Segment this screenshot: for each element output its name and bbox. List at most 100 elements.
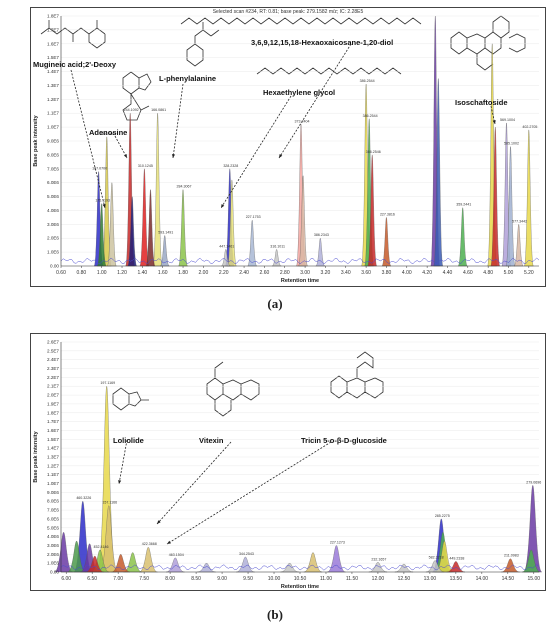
peak-mz-label: 244.1092 [124, 108, 139, 112]
y-tick-label: 1.3E7 [47, 455, 59, 460]
y-tick-label: 0.00 [50, 570, 59, 575]
x-tick-label: 6.00 [61, 576, 71, 582]
structure-adenosine [122, 71, 152, 121]
peak-mz-label: 227.3816 [380, 212, 395, 216]
chromatogram-peak [160, 235, 170, 267]
peak-mz-label: 310.1245 [138, 164, 153, 168]
x-tick-label: 2.40 [239, 270, 249, 276]
panel-label-b: (b) [267, 607, 283, 622]
baseline-trace [60, 257, 540, 265]
chromatogram-peak [513, 224, 524, 267]
chromatogram-peak [236, 556, 255, 573]
chromatogram-peak [139, 547, 158, 573]
x-tick-label: 10.00 [268, 576, 281, 582]
x-tick-label: 1.60 [158, 270, 168, 276]
chromatogram-peak [522, 549, 541, 573]
y-tick-label: 2.6E7 [47, 340, 59, 345]
structure-tricin-glucoside [330, 351, 384, 399]
y-tick-label: 1.4E7 [47, 69, 59, 74]
peak-mz-label: 359.2441 [456, 203, 471, 207]
y-tick-label: 1.2E7 [47, 463, 59, 468]
arrow-head [171, 154, 176, 158]
peak-mz-label: 452.4146 [93, 545, 108, 549]
y-tick-label: 1.5E7 [47, 55, 59, 60]
y-tick-label: 4.0E6 [47, 208, 59, 213]
chromatogram-peak [435, 540, 454, 573]
peak-mz-label: 175.1193 [95, 199, 110, 203]
chromatogram-peak [197, 563, 216, 573]
chromatogram-peak [394, 563, 414, 573]
x-tick-label: 10.50 [294, 576, 307, 582]
annotation-arrow [114, 135, 128, 159]
chromatogram-panel-a: Selected scan #234, RT: 0.81; base peak:… [30, 7, 546, 287]
peak-mz-label: 447.3461 [219, 244, 234, 248]
x-tick-label: 12.00 [372, 576, 385, 582]
chromatogram-peak [524, 129, 534, 267]
peak-mz-label: 166.0861 [151, 108, 166, 112]
y-tick-label: 1.7E7 [47, 27, 59, 32]
chromatogram-peak [145, 189, 156, 267]
chromatogram-panel-b: 197.1169 279.0696 460.3226 157.1166 285.2275… [30, 333, 546, 591]
y-tick-label: 6.0E6 [47, 516, 59, 521]
x-tick-label: 4.00 [402, 270, 412, 276]
chromatogram-peak [367, 154, 377, 267]
arrow-head [157, 520, 161, 524]
x-tick-label: 6.50 [87, 576, 97, 582]
chromatogram-peak [85, 555, 104, 573]
x-tick-label: 8.50 [191, 576, 201, 582]
chromatogram-peak [298, 175, 308, 267]
chromatogram-peak [123, 552, 142, 573]
annotation-loliolide: Loliolide [113, 436, 144, 445]
peak-mz-label: 585.1002 [504, 142, 519, 146]
y-tick-label: 5.0E6 [47, 194, 59, 199]
peak-mz-label: 316.1011 [270, 244, 285, 248]
y-tick-label: 3.0E6 [47, 222, 59, 227]
peak-mz-label: 402.2705 [522, 125, 537, 129]
x-tick-label: 4.60 [463, 270, 473, 276]
chromatogram-peak [152, 113, 163, 267]
y-tick-label: 1.5E7 [47, 437, 59, 442]
x-tick-label: 9.00 [217, 576, 227, 582]
annotation-arrow [118, 439, 128, 485]
x-tick-label: 0.60 [56, 270, 66, 276]
y-tick-label: 2.0E6 [47, 236, 59, 241]
x-tick-label: 2.60 [260, 270, 270, 276]
peak-mz-label: 386.2544 [360, 79, 375, 83]
structure-mugineic-acid [40, 20, 106, 49]
x-tick-label: 14.50 [502, 576, 515, 582]
arrow-head [123, 154, 127, 158]
panel-label-a: (a) [267, 296, 283, 311]
chromatogram-b-plot: 197.1169 279.0696 460.3226 157.1166 285.2275… [33, 340, 543, 590]
x-tick-label: 3.80 [382, 270, 392, 276]
x-tick-label: 9.50 [243, 576, 253, 582]
x-tick-label: 13.50 [450, 576, 463, 582]
x-tick-label: 3.40 [341, 270, 351, 276]
peak-mz-label: 157.1166 [102, 501, 117, 505]
structure-hexaoxaicosane-diol [180, 17, 422, 25]
y-tick-label: 1.0E6 [47, 250, 59, 255]
baseline-trace [60, 564, 540, 571]
peak-mz-label: 197.1169 [100, 381, 115, 385]
chromatogram-peak [327, 545, 346, 573]
x-axis-title: Retention time [281, 278, 319, 284]
y-tick-label: 1.7E7 [47, 419, 59, 424]
peak-mz-label: 463.1504 [169, 553, 184, 557]
y-tick-label: 2.1E7 [47, 384, 59, 389]
x-tick-label: 1.40 [137, 270, 147, 276]
peak-mz-label: 422.3668 [142, 542, 157, 546]
chromatogram-peak [271, 249, 282, 267]
x-tick-label: 8.00 [165, 576, 175, 582]
x-tick-label: 14.00 [476, 576, 489, 582]
structure-vitexin [206, 361, 260, 417]
peak-mz-label: 1060.1067 [99, 132, 116, 136]
peak-mz-label: 328.2328 [223, 164, 238, 168]
y-tick-label: 5.0E6 [47, 525, 59, 530]
structure-l-phenylalanine [186, 22, 220, 67]
annotation-vitexin: Vitexin [199, 436, 224, 445]
y-tick-label: 1.6E7 [47, 41, 59, 46]
y-tick-label: 1.0E7 [47, 481, 59, 486]
x-tick-label: 2.20 [219, 270, 229, 276]
y-tick-label: 1.2E7 [47, 97, 59, 102]
x-tick-label: 3.00 [300, 270, 310, 276]
chromatogram-peak [425, 560, 445, 573]
